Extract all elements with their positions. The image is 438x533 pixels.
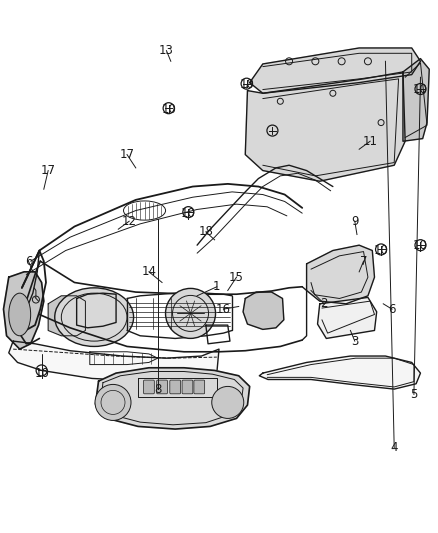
FancyBboxPatch shape [170, 380, 180, 394]
Polygon shape [9, 341, 219, 381]
Text: 8: 8 [154, 383, 161, 395]
Polygon shape [245, 72, 405, 181]
FancyBboxPatch shape [182, 380, 193, 394]
Polygon shape [403, 59, 429, 141]
Text: 1: 1 [213, 280, 221, 293]
Text: 16: 16 [216, 303, 231, 316]
FancyBboxPatch shape [194, 380, 205, 394]
Text: 10: 10 [413, 83, 428, 96]
FancyBboxPatch shape [144, 380, 154, 394]
Text: 12: 12 [122, 215, 137, 228]
Text: 2: 2 [320, 297, 328, 310]
Text: 4: 4 [390, 441, 398, 454]
Polygon shape [95, 368, 250, 429]
Polygon shape [250, 48, 420, 93]
Text: 10: 10 [34, 367, 49, 379]
Text: 3: 3 [351, 335, 358, 348]
Text: 15: 15 [229, 271, 244, 284]
Text: 13: 13 [159, 44, 174, 57]
Polygon shape [243, 292, 284, 329]
Text: 6: 6 [388, 303, 396, 316]
Polygon shape [48, 296, 85, 336]
Ellipse shape [9, 293, 31, 336]
Circle shape [95, 384, 131, 421]
Text: 7: 7 [360, 255, 367, 268]
Polygon shape [4, 272, 44, 349]
Text: 14: 14 [141, 265, 156, 278]
Text: 10: 10 [374, 244, 389, 257]
Circle shape [166, 288, 215, 338]
Circle shape [212, 386, 244, 418]
Text: 17: 17 [41, 164, 56, 177]
Polygon shape [307, 245, 374, 304]
Text: 10: 10 [161, 103, 176, 116]
Text: 10: 10 [181, 207, 196, 220]
Text: 17: 17 [120, 148, 134, 161]
Text: 18: 18 [198, 225, 213, 238]
Text: 9: 9 [351, 215, 359, 228]
Text: 5: 5 [410, 388, 417, 401]
FancyBboxPatch shape [157, 380, 167, 394]
Text: 6: 6 [25, 255, 32, 268]
Polygon shape [259, 356, 420, 389]
Polygon shape [318, 297, 377, 338]
Text: 10: 10 [413, 239, 428, 252]
Text: 10: 10 [240, 78, 255, 91]
Ellipse shape [55, 288, 134, 346]
Text: 11: 11 [363, 135, 378, 148]
